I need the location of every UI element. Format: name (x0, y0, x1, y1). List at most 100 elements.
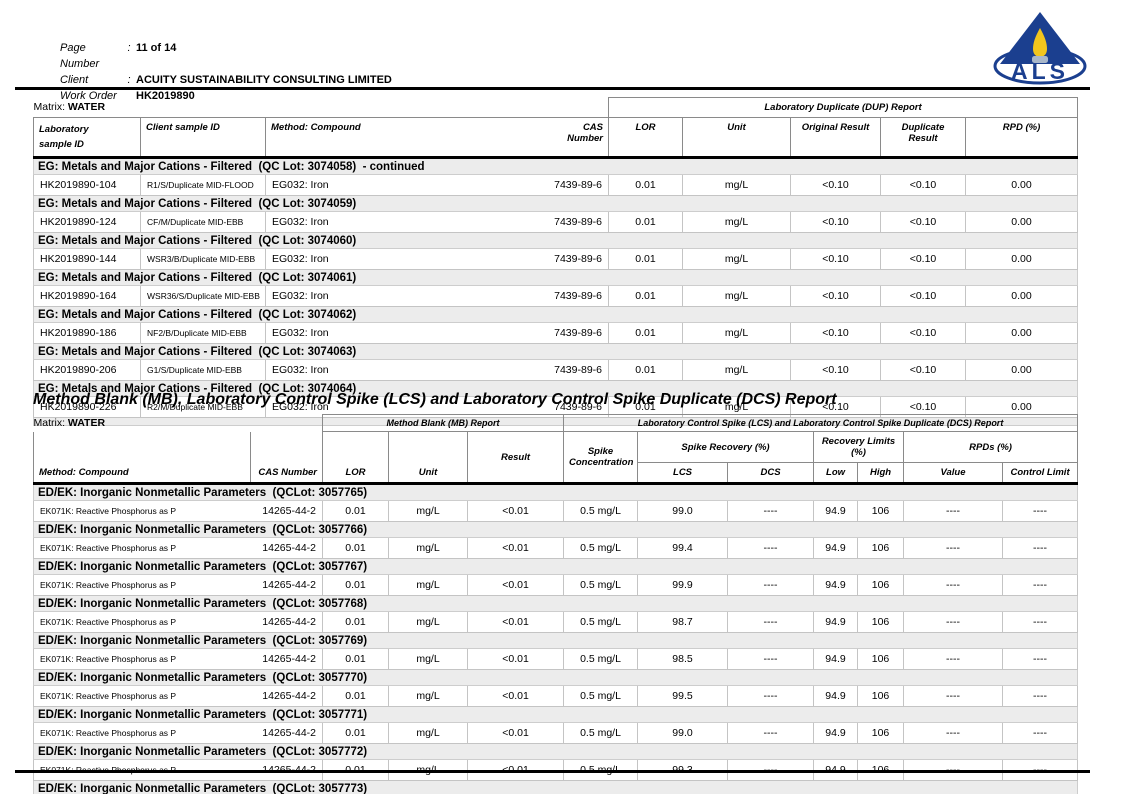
cell-cas-number: 14265-44-2 (250, 500, 323, 522)
cell-lcs: 99.5 (637, 685, 729, 707)
cell-control-limit: ---- (1002, 611, 1079, 633)
cell-method-compound: EK071K: Reactive Phosphorus as P (33, 500, 251, 522)
qc-section-header-row: ED/EK: Inorganic Nonmetallic Parameters … (32, 632, 1079, 649)
table-row: HK2019890-144 WSR3/B/Duplicate MID-EBB E… (33, 248, 1079, 270)
col-cas-number: CAS Number (540, 117, 609, 159)
qc-section-header-row: EG: Metals and Major Cations - Filtered … (32, 306, 1079, 323)
cell-high: 106 (857, 500, 905, 522)
cell-cas-number: 7439-89-6 (540, 359, 609, 381)
mb-report-table: Matrix: WATER Method Blank (MB) Report L… (32, 414, 1079, 794)
col-group-rpds: RPDs (%) (903, 431, 1079, 463)
col-unit: Unit (388, 431, 468, 485)
cell-unit: mg/L (682, 322, 791, 344)
cell-unit: mg/L (682, 174, 791, 196)
cell-lor: 0.01 (608, 248, 683, 270)
cell-cas-number: 14265-44-2 (250, 685, 323, 707)
report-header: Page Number : 11 of 14 Client : ACUITY S… (60, 40, 392, 104)
qc-section-header-row: ED/EK: Inorganic Nonmetallic Parameters … (32, 483, 1079, 501)
col-cas-number: CAS Number (250, 431, 323, 485)
qc-section-header-row: ED/EK: Inorganic Nonmetallic Parameters … (32, 706, 1079, 723)
qc-section-header-row: ED/EK: Inorganic Nonmetallic Parameters … (32, 521, 1079, 538)
col-laboratory-sample-id: Laboratory sample ID (33, 117, 141, 159)
cell-control-limit: ---- (1002, 500, 1079, 522)
cell-rpd: 0.00 (964, 359, 1079, 381)
matrix-label: Matrix: (33, 101, 66, 114)
qc-section-header: EG: Metals and Major Cations - Filtered … (32, 343, 1079, 360)
cell-rpd: 0.00 (964, 211, 1079, 233)
col-method-compound: Method: Compound (33, 431, 251, 485)
qc-section-header: ED/EK: Inorganic Nonmetallic Parameters … (32, 780, 1079, 794)
cell-unit: mg/L (388, 611, 468, 633)
col-result: Result (466, 431, 565, 485)
cell-dcs: ---- (727, 574, 815, 596)
cell-duplicate-result: <0.10 (880, 359, 966, 381)
table-row: HK2019890-104 R1/S/Duplicate MID-FLOOD E… (33, 174, 1079, 196)
cell-lor: 0.01 (322, 611, 389, 633)
qc-section-header-row: EG: Metals and Major Cations - Filtered … (32, 195, 1079, 212)
cell-low: 94.9 (813, 611, 859, 633)
qc-section-header: EG: Metals and Major Cations - Filtered … (32, 195, 1079, 212)
page-number-value: 11 of 14 (136, 42, 177, 54)
cell-duplicate-result: <0.10 (880, 174, 966, 196)
qc-section-header: ED/EK: Inorganic Nonmetallic Parameters … (32, 669, 1079, 686)
col-group-spike-recovery: Spike Recovery (%) (637, 431, 815, 463)
cell-lor: 0.01 (608, 211, 683, 233)
cell-method-compound: EG032: Iron (265, 285, 541, 307)
qc-section-header: ED/EK: Inorganic Nonmetallic Parameters … (32, 521, 1079, 538)
cell-lcs: 99.9 (637, 574, 729, 596)
cell-laboratory-sample-id: HK2019890-144 (33, 248, 141, 270)
cell-cas-number: 14265-44-2 (250, 611, 323, 633)
als-logo: ALS (988, 8, 1092, 86)
cell-duplicate-result: <0.10 (880, 285, 966, 307)
cell-original-result: <0.10 (790, 396, 881, 418)
lcs-group-header: Laboratory Control Spike (LCS) and Labor… (563, 414, 1079, 432)
cell-method-compound: EK071K: Reactive Phosphorus as P (33, 648, 251, 670)
cell-spike-concentration: 0.5 mg/L (563, 574, 639, 596)
cell-original-result: <0.10 (790, 211, 881, 233)
cell-lor: 0.01 (322, 648, 389, 670)
qc-section-header: ED/EK: Inorganic Nonmetallic Parameters … (32, 743, 1079, 760)
cell-cas-number: 7439-89-6 (540, 174, 609, 196)
col-control-limit: Control Limit (1002, 462, 1079, 485)
cell-duplicate-result: <0.10 (880, 396, 966, 418)
cell-rpd: 0.00 (964, 285, 1079, 307)
cell-lcs: 98.5 (637, 648, 729, 670)
cell-method-compound: EG032: Iron (265, 174, 541, 196)
qc-section-header: ED/EK: Inorganic Nonmetallic Parameters … (32, 483, 1079, 501)
col-spike-concentration: Spike Concentration (563, 431, 639, 485)
qc-section-header: EG: Metals and Major Cations - Filtered … (32, 269, 1079, 286)
cell-method-compound: EG032: Iron (265, 322, 541, 344)
cell-method-compound: EG032: Iron (265, 248, 541, 270)
table-row: HK2019890-124 CF/M/Duplicate MID-EBB EG0… (33, 211, 1079, 233)
table-row: EK071K: Reactive Phosphorus as P 14265-4… (33, 722, 1079, 744)
col-dcs: DCS (727, 462, 815, 485)
work-order-label: Work Order (60, 90, 117, 102)
col-spike-line1: Spike (587, 446, 614, 457)
cell-method-compound: EK071K: Reactive Phosphorus as P (33, 611, 251, 633)
qc-section-header-row: ED/EK: Inorganic Nonmetallic Parameters … (32, 595, 1079, 612)
cell-duplicate-result: <0.10 (880, 322, 966, 344)
page-bottom-rule (15, 770, 1090, 773)
matrix-line: Matrix: WATER (34, 415, 323, 432)
separator: : (127, 74, 131, 86)
cell-low: 94.9 (813, 500, 859, 522)
cell-method-compound: EK071K: Reactive Phosphorus as P (33, 537, 251, 559)
cell-lcs: 99.0 (637, 722, 729, 744)
col-unit: Unit (682, 117, 791, 159)
table-row: HK2019890-186 NF2/B/Duplicate MID-EBB EG… (33, 322, 1079, 344)
cell-method-compound: EK071K: Reactive Phosphorus as P (33, 722, 251, 744)
cell-value: ---- (903, 500, 1004, 522)
cell-duplicate-result: <0.10 (880, 211, 966, 233)
cell-spike-concentration: 0.5 mg/L (563, 722, 639, 744)
header-divider-rule (15, 87, 1090, 90)
page-number-label: Page Number (60, 42, 100, 70)
cell-client-sample-id: CF/M/Duplicate MID-EBB (140, 211, 266, 233)
cell-cas-number: 7439-89-6 (540, 211, 609, 233)
cell-method-compound: EG032: Iron (265, 396, 541, 418)
header-row-page-number: Page Number : 11 of 14 (60, 40, 392, 72)
matrix-value: WATER (67, 101, 106, 114)
qc-section-header: EG: Metals and Major Cations - Filtered … (32, 306, 1079, 323)
separator: : (127, 42, 131, 54)
qc-section-header-row: ED/EK: Inorganic Nonmetallic Parameters … (32, 558, 1079, 575)
cell-laboratory-sample-id: HK2019890-124 (33, 211, 141, 233)
